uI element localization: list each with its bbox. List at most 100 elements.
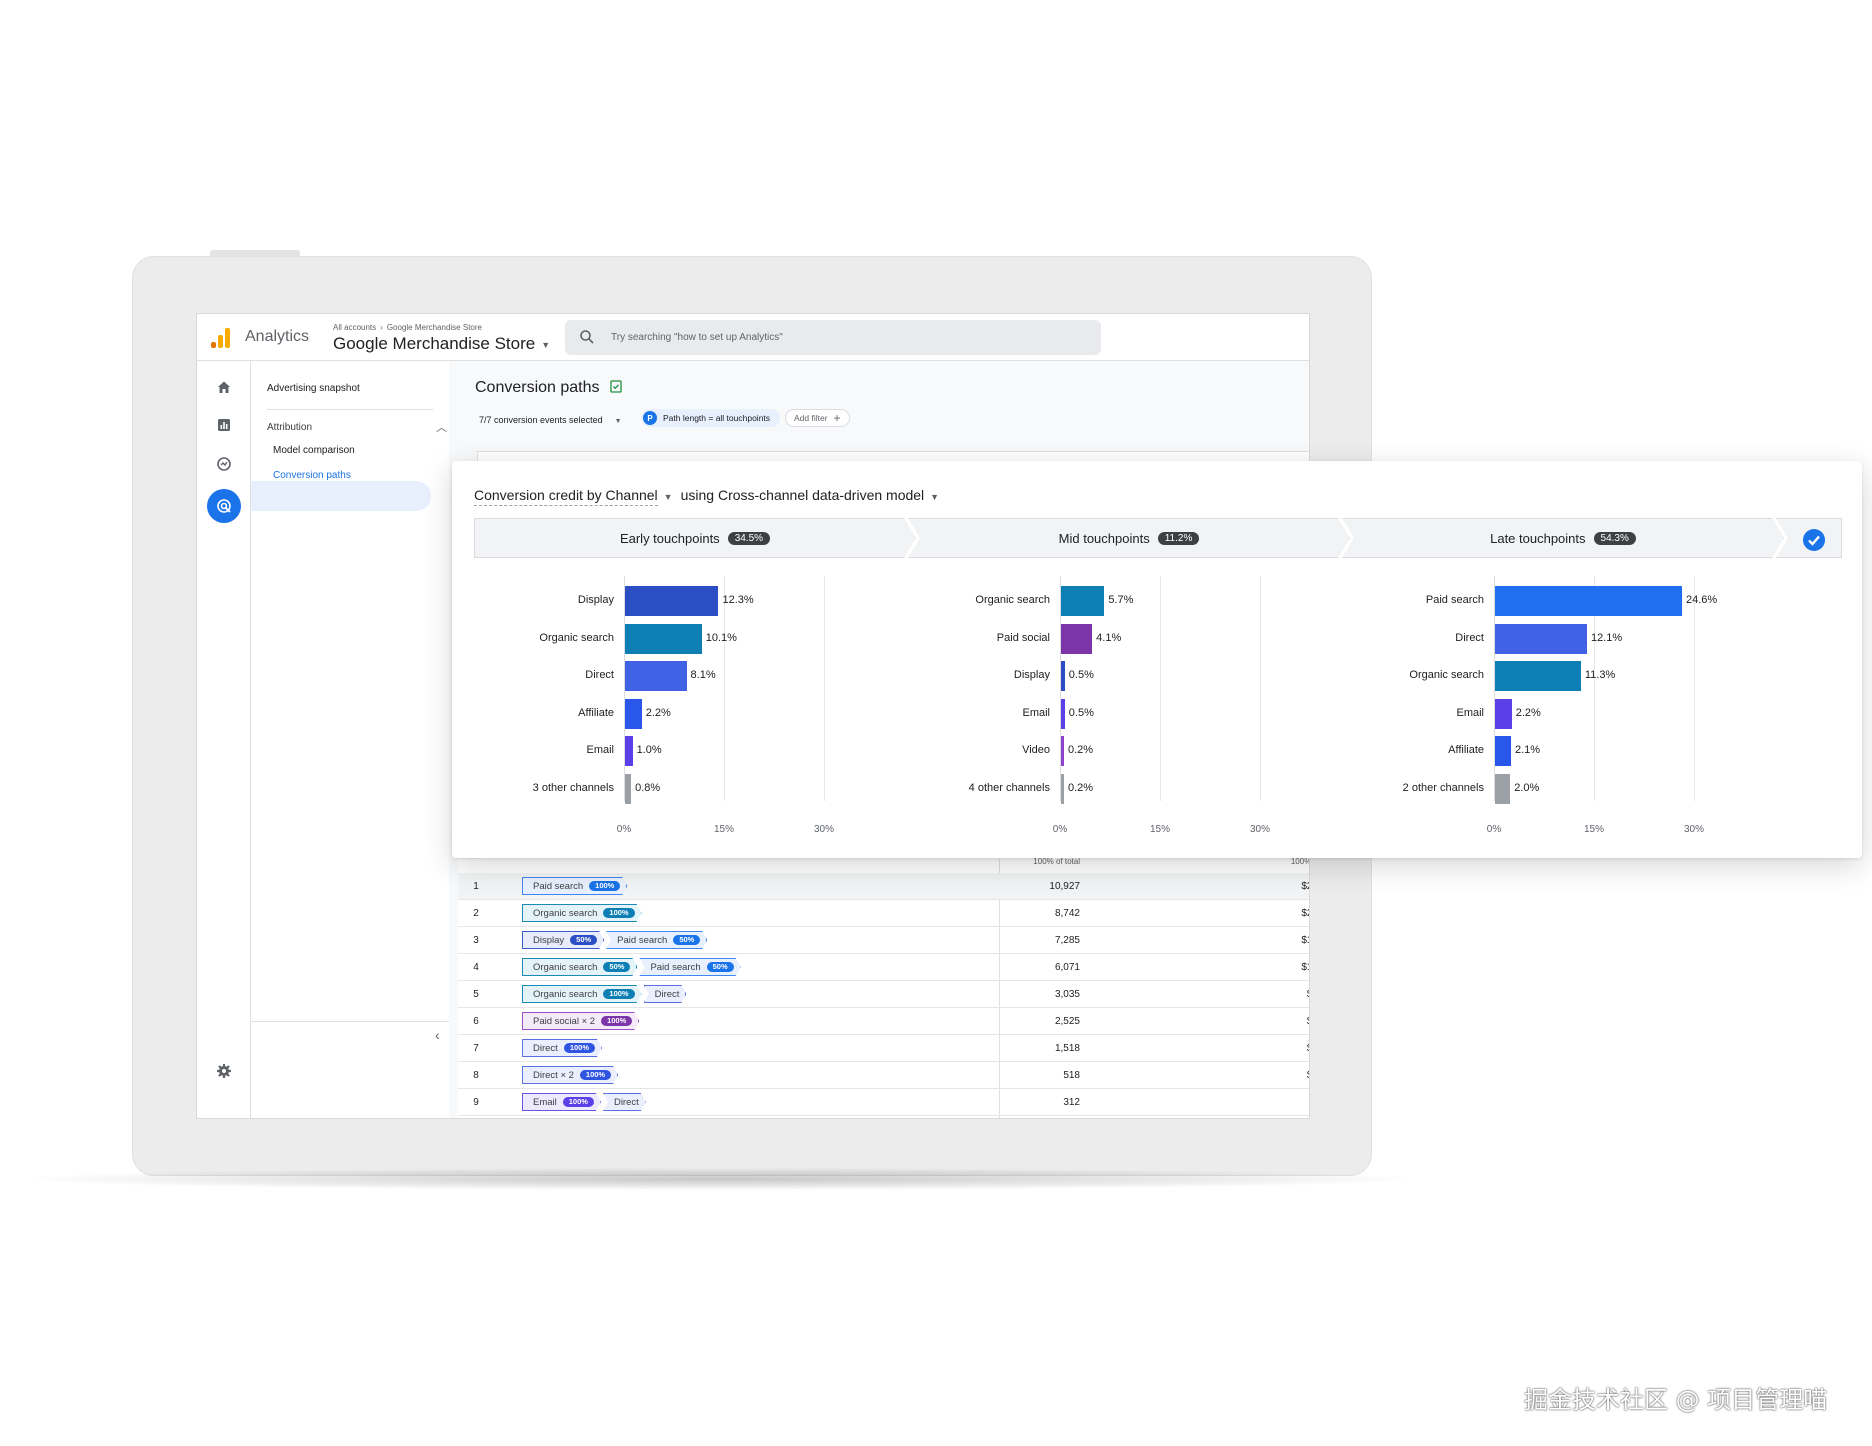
path-step-label: Organic search (533, 961, 598, 973)
path-step-chip[interactable]: Display 50% (522, 931, 604, 949)
axis-tick-label: 0% (1486, 824, 1502, 835)
chevron-up-icon[interactable]: ︿ (436, 422, 447, 434)
credit-bar[interactable] (1061, 773, 1064, 804)
credit-bar[interactable] (1495, 586, 1682, 616)
bar-value-label: 0.8% (635, 781, 661, 794)
path-step-chip[interactable]: Organic search 100% (522, 985, 642, 1003)
path-step-chip[interactable]: Organic search 50% (522, 958, 637, 976)
credit-bar[interactable] (1495, 736, 1511, 766)
breadcrumb-chevron-icon: › (380, 323, 383, 332)
dimension-caret-icon[interactable]: ▼ (663, 492, 673, 502)
bar-value-label: 2.1% (1514, 744, 1541, 756)
explore-icon[interactable] (214, 454, 234, 474)
home-icon[interactable] (214, 377, 234, 397)
row-number: 6 (473, 1016, 479, 1027)
table-row[interactable]: 6 Paid social × 2 100% 2,525 $6 (458, 1008, 1309, 1035)
path-step-chip[interactable]: Paid search 50% (639, 958, 740, 976)
nav-conversion-paths[interactable]: Conversion paths (273, 470, 351, 481)
credit-bar[interactable] (1495, 698, 1512, 729)
advertising-icon[interactable] (207, 489, 241, 523)
stage-early[interactable]: Early touchpoints 34.5% (474, 518, 916, 558)
path-length-filter-chip[interactable]: P Path length = all touchpoints (641, 409, 781, 427)
search-icon (580, 330, 594, 344)
stage-late[interactable]: Late touchpoints 54.3% (1342, 518, 1784, 558)
settings-gear-icon[interactable] (214, 1061, 234, 1081)
path-length-filter-label: Path length = all touchpoints (663, 413, 771, 423)
path-step-label: Email (533, 1096, 557, 1108)
nav-attribution-header[interactable]: Attribution (267, 422, 313, 433)
touchpoint-chart-1: 0% 15% 30% Organic search 5.7% Paid social 4.1… (910, 576, 1330, 846)
dimension-selector[interactable]: Conversion credit by Channel (474, 487, 658, 506)
credit-bar[interactable] (625, 773, 632, 804)
nav-model-comparison[interactable]: Model comparison (273, 445, 355, 456)
model-selector[interactable]: using Cross-channel data-driven model ▼ (681, 487, 948, 503)
stage-mid[interactable]: Mid touchpoints 11.2% (908, 518, 1350, 558)
path-step-chip[interactable]: Direct (644, 985, 687, 1003)
table-row[interactable]: 9 Email 100% Direct 312 $ (458, 1089, 1309, 1116)
table-row[interactable]: 8 Direct × 2 100% 518 $1 (458, 1062, 1309, 1089)
search-bar[interactable]: Try searching "how to set up Analytics" (565, 320, 1101, 355)
bar-value-label: 2.2% (1515, 706, 1541, 719)
table-row[interactable]: 4 Organic search 50% Paid search 50% 6,071 $14 (458, 954, 1309, 981)
channel-label: Video (1022, 744, 1050, 756)
path-step-chip[interactable]: Direct (603, 1093, 646, 1111)
caret-down-icon: ▼ (614, 418, 622, 425)
property-selector[interactable]: Google Merchandise Store ▼ (333, 334, 550, 354)
bar-value-label: 0.5% (1068, 706, 1094, 719)
breadcrumb-accounts[interactable]: All accounts (333, 323, 377, 332)
credit-bar[interactable] (625, 736, 633, 766)
bar-value-label: 24.6% (1685, 594, 1718, 606)
reports-icon[interactable] (214, 415, 234, 435)
breadcrumb-store[interactable]: Google Merchandise Store (386, 323, 482, 332)
path-step-chip[interactable]: Direct × 2 100% (522, 1066, 618, 1084)
credit-bar[interactable] (1061, 586, 1105, 616)
credit-bar[interactable] (1495, 623, 1587, 654)
path-step-chip[interactable]: Organic search 100% (522, 904, 642, 922)
credit-bar[interactable] (1061, 661, 1065, 691)
conversion-events-selector[interactable]: 7/7 conversion events selected ▼ (479, 415, 622, 435)
gridline (824, 576, 825, 801)
credit-bar[interactable] (1061, 736, 1064, 766)
path-step-chip[interactable]: Paid social × 2 100% (522, 1012, 639, 1030)
conversion-path: Email 100% Direct (522, 1093, 648, 1111)
path-step-chip[interactable]: Direct 100% (522, 1039, 602, 1057)
table-row[interactable]: 7 Direct 100% 1,518 $3 (458, 1035, 1309, 1062)
path-step-chip[interactable]: Paid search 50% (606, 931, 707, 949)
path-step-label: Organic search (533, 907, 598, 919)
path-step-chip[interactable]: Email 100% (522, 1093, 601, 1111)
credit-bar[interactable] (625, 661, 687, 691)
conversion-paths-table: 100% of total 100% o 1 Paid search 100% 10,… (458, 857, 1309, 1118)
gridline (1160, 576, 1161, 801)
credit-bar[interactable] (1495, 661, 1581, 691)
path-step-chip[interactable]: Paid search 100% (522, 877, 627, 895)
bar-value-label: 12.1% (1590, 631, 1623, 644)
table-row[interactable]: 2 Organic search 100% 8,742 $20 (458, 900, 1309, 927)
credit-bar[interactable] (625, 586, 719, 616)
credit-bar[interactable] (1061, 623, 1093, 654)
credit-bar[interactable] (625, 698, 642, 729)
credit-bar[interactable] (1495, 773, 1511, 804)
channel-label: Direct (585, 669, 614, 681)
bar-value-label: 2.0% (1514, 781, 1540, 794)
credit-bar[interactable] (1061, 698, 1065, 729)
nav-advertising-snapshot[interactable]: Advertising snapshot (267, 383, 360, 394)
table-row[interactable]: 5 Organic search 100% Direct 3,035 $7 (458, 981, 1309, 1008)
filter-badge: P (643, 411, 657, 425)
table-row[interactable]: 3 Display 50% Paid search 50% 7,285 $17 (458, 927, 1309, 954)
gridline (1694, 576, 1695, 801)
header-total-percent: 100% of total (1033, 857, 1080, 866)
gridline (1494, 576, 1495, 801)
path-step-label: Direct (533, 1042, 558, 1054)
axis-tick-label: 15% (713, 824, 734, 835)
table-row[interactable]: 1 Paid search 100% 10,927 $26 (458, 873, 1309, 900)
row-number: 4 (473, 962, 479, 973)
page-title: Conversion paths (475, 379, 622, 397)
breadcrumb[interactable]: All accounts › Google Merchandise Store (333, 323, 482, 332)
credit-percent-badge: 100% (563, 1097, 594, 1107)
analytics-logo-icon[interactable] (211, 326, 231, 348)
channel-label: Affiliate (578, 706, 614, 719)
add-filter-button[interactable]: Add filter + (785, 409, 850, 427)
credit-bar[interactable] (625, 623, 702, 654)
stage-early-label: Early touchpoints (619, 530, 720, 546)
collapse-chevron-icon[interactable]: ‹ (435, 1027, 440, 1043)
